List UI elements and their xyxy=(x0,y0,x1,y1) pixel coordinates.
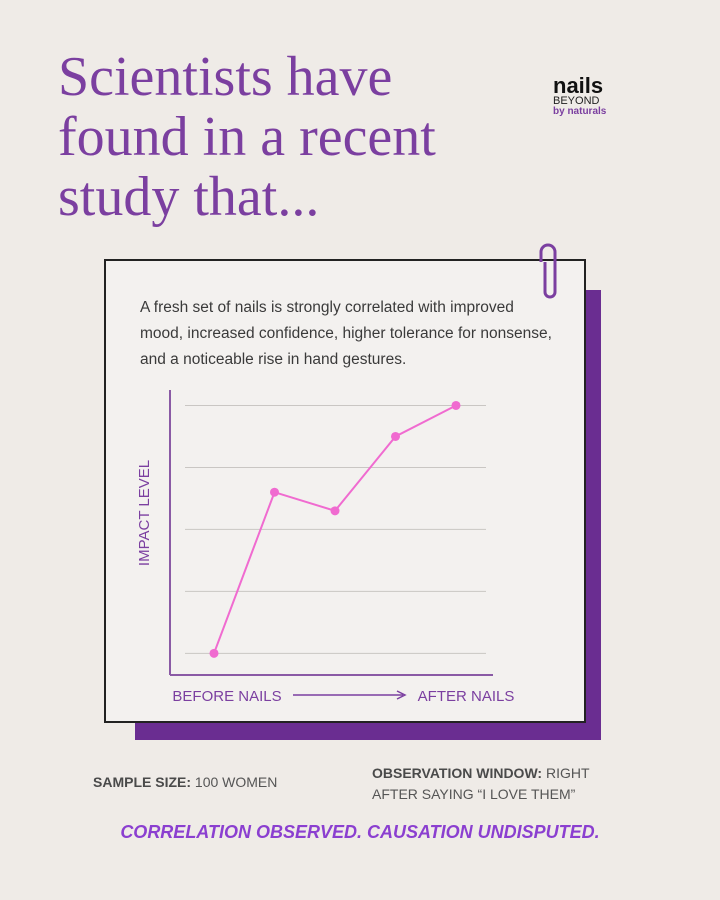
sample-value: 100 WOMEN xyxy=(194,774,278,790)
description: A fresh set of nails is strongly correla… xyxy=(140,299,552,368)
data-point xyxy=(270,487,279,497)
data-point xyxy=(451,400,461,410)
data-point xyxy=(330,506,340,516)
window-label: OBSERVATION WINDOW: xyxy=(372,765,543,781)
logo-by: by naturals xyxy=(553,106,607,117)
x-start-label: BEFORE NAILS xyxy=(172,688,281,705)
logo-sub: BEYOND xyxy=(553,95,600,107)
logo-brand: nails xyxy=(553,73,603,98)
sample-size: SAMPLE SIZE: 100 WOMEN xyxy=(93,772,277,793)
data-point xyxy=(209,648,219,658)
y-axis-label: IMPACT LEVEL xyxy=(136,460,153,566)
window-value: RIGHT AFTER SAYING “I LOVE THEM” xyxy=(372,765,590,802)
x-arrowhead xyxy=(396,690,407,700)
title-line: found in a recent xyxy=(58,106,436,168)
title-line: study that... xyxy=(58,166,319,228)
x-end-label: AFTER NAILS xyxy=(418,688,515,705)
tagline: CORRELATION OBSERVED. CAUSATION UNDISPUT… xyxy=(120,822,600,842)
sample-label: SAMPLE SIZE: xyxy=(93,774,192,790)
chart: IMPACT LEVEL BEFORE NAILS AFTER NAILS xyxy=(136,390,514,705)
title-line: Scientists have xyxy=(58,46,392,108)
observation-window: OBSERVATION WINDOW: RIGHT AFTER SAYING “… xyxy=(372,763,622,805)
data-point xyxy=(391,431,400,441)
paperclip xyxy=(539,243,557,299)
card xyxy=(104,259,586,723)
